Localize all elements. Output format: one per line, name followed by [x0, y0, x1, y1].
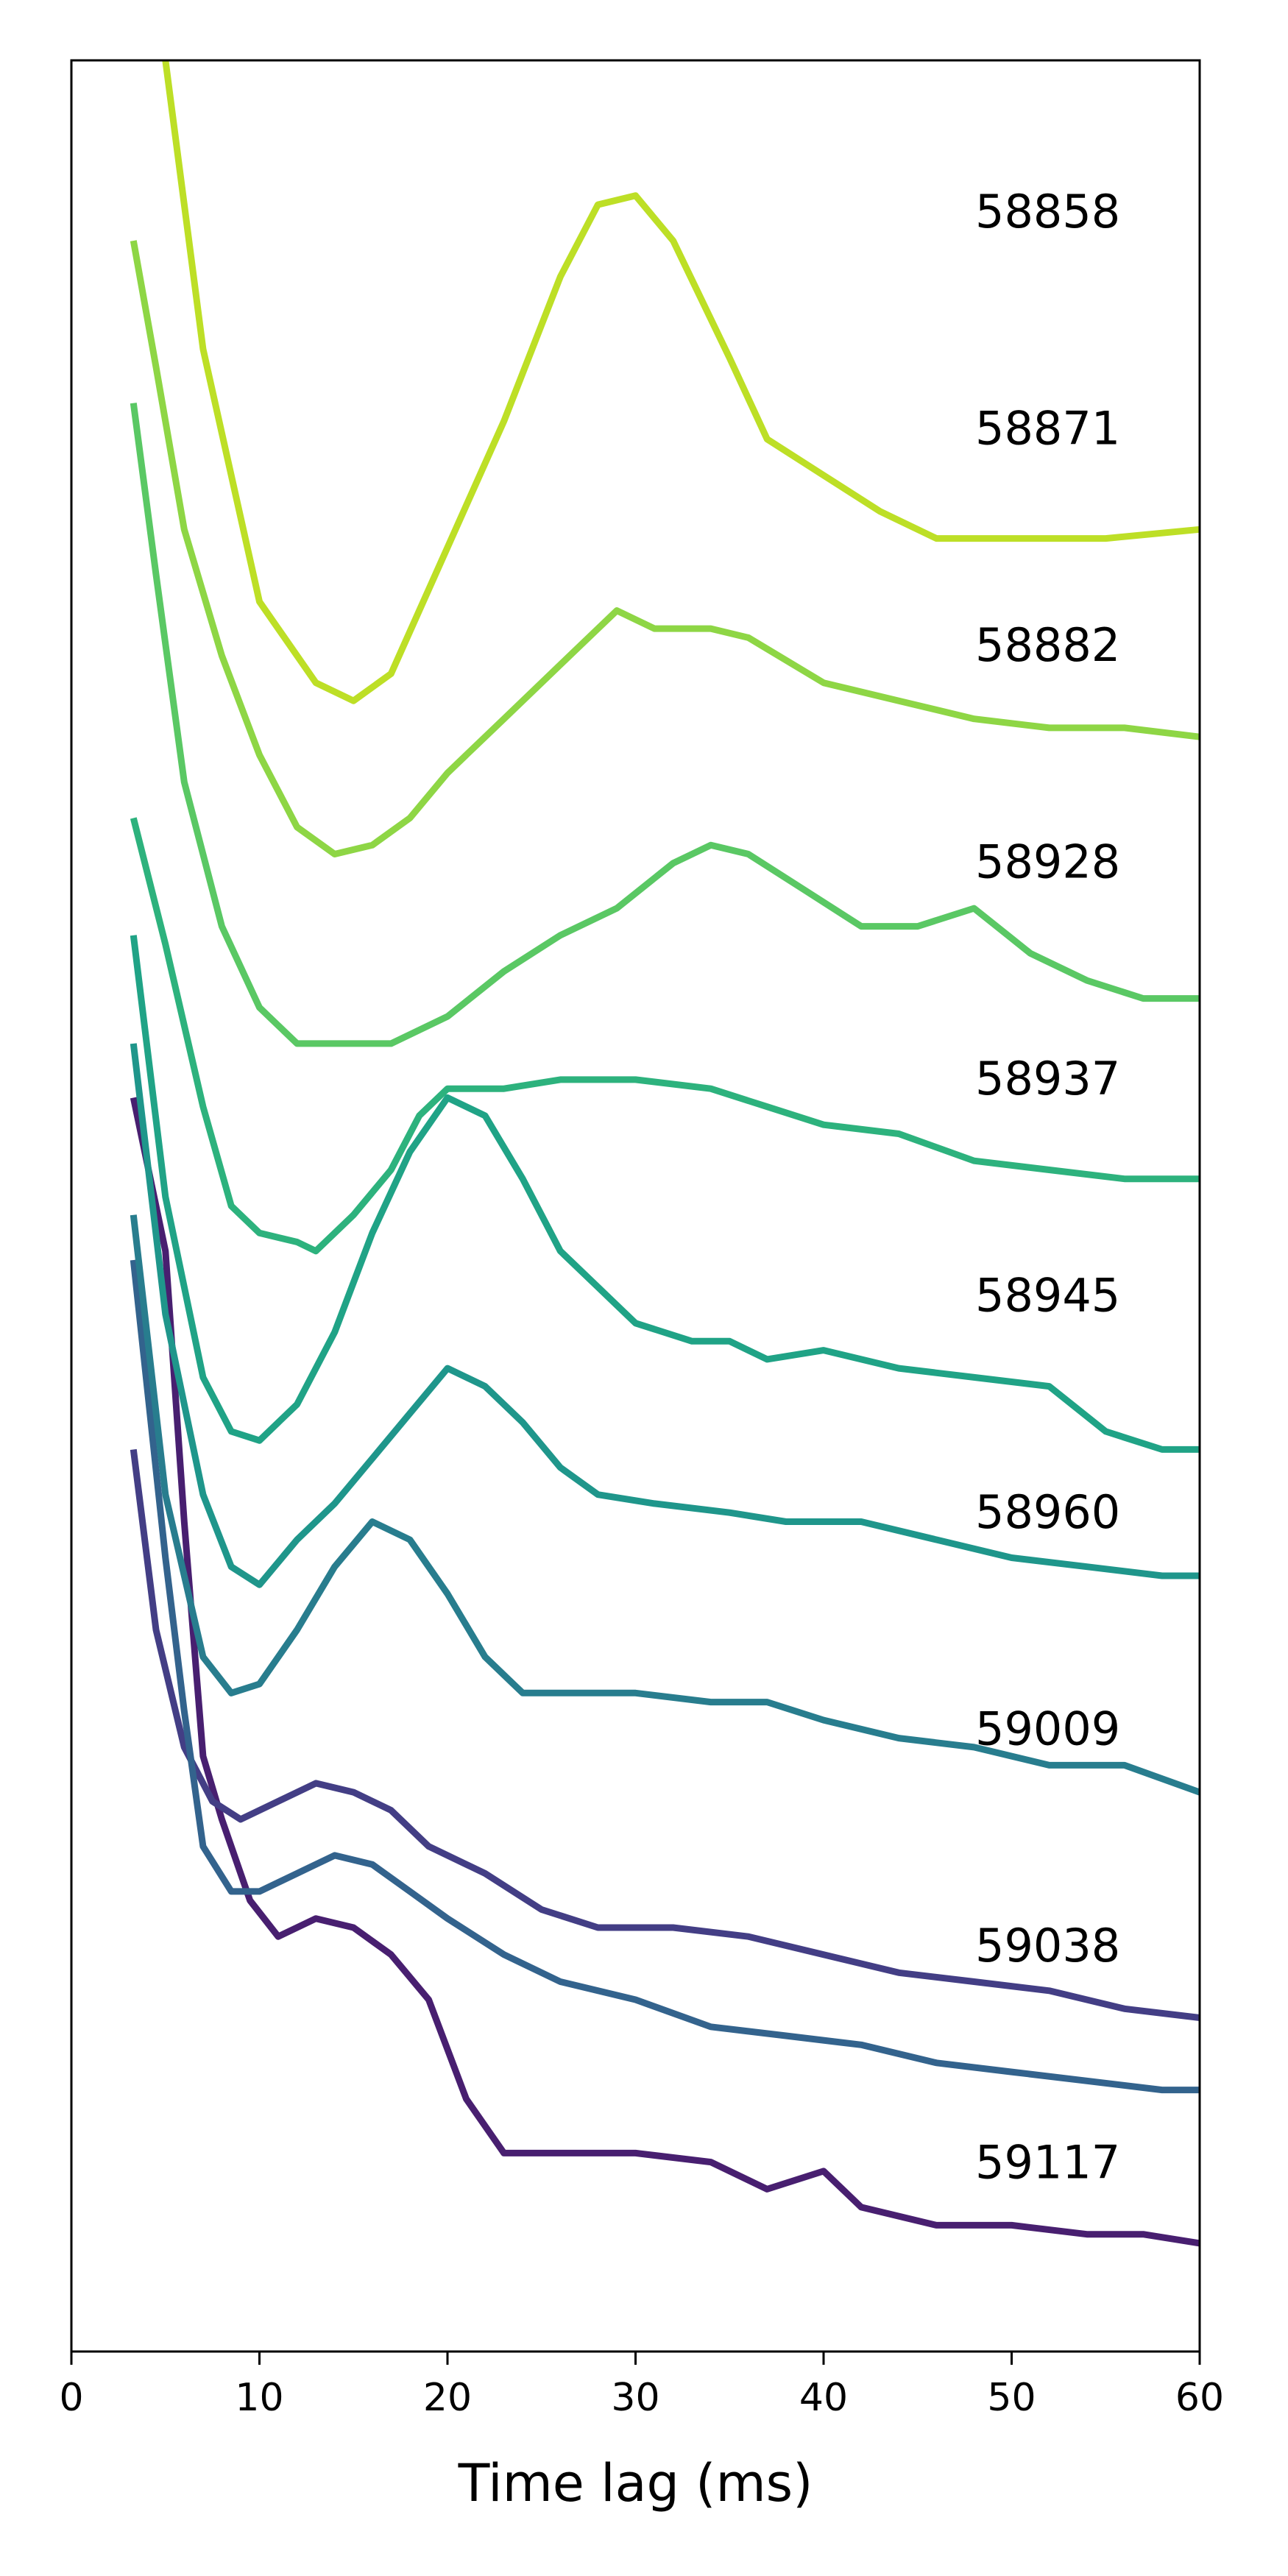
series-label-58928: 58928	[975, 835, 1120, 889]
series-line-58871	[130, 240, 1200, 857]
x-tick-label: 30	[611, 2376, 659, 2420]
series-line-59038	[130, 1448, 1200, 2021]
x-tick-label: 0	[59, 2376, 83, 2420]
series-line-58937	[130, 935, 1200, 1453]
series-line-58882	[130, 403, 1200, 1047]
x-tick-label: 60	[1175, 2376, 1224, 2420]
series-labels: 58858 58871 58882 58928 58937 58945 58960 59009…	[975, 185, 1120, 2190]
x-tick-label: 10	[235, 2376, 283, 2420]
series-line-59009	[130, 1259, 1200, 2094]
x-tick-label: 50	[987, 2376, 1036, 2420]
series-label-58937: 58937	[975, 1052, 1120, 1105]
series-lines	[130, 60, 1201, 2247]
x-axis-label: Time lag (ms)	[458, 2453, 813, 2513]
series-label-58871: 58871	[975, 402, 1120, 456]
series-line-58928	[130, 817, 1200, 1255]
x-tick-label: 40	[799, 2376, 848, 2420]
series-label-58960: 58960	[975, 1485, 1120, 1539]
x-tick-label: 20	[423, 2376, 472, 2420]
series-label-58882: 58882	[975, 618, 1120, 672]
series-line-58960	[130, 1214, 1201, 1796]
series-label-58858: 58858	[975, 185, 1120, 238]
series-line-58858	[162, 60, 1200, 704]
series-line-58945	[130, 1043, 1200, 1588]
series-label-59009: 59009	[975, 1702, 1120, 1756]
x-axis-ticks: 0 10 20 30 40 50 60	[59, 2352, 1224, 2420]
series-label-59117: 59117	[975, 2136, 1120, 2190]
series-label-59038: 59038	[975, 1919, 1120, 1972]
series-label-58945: 58945	[975, 1269, 1120, 1323]
